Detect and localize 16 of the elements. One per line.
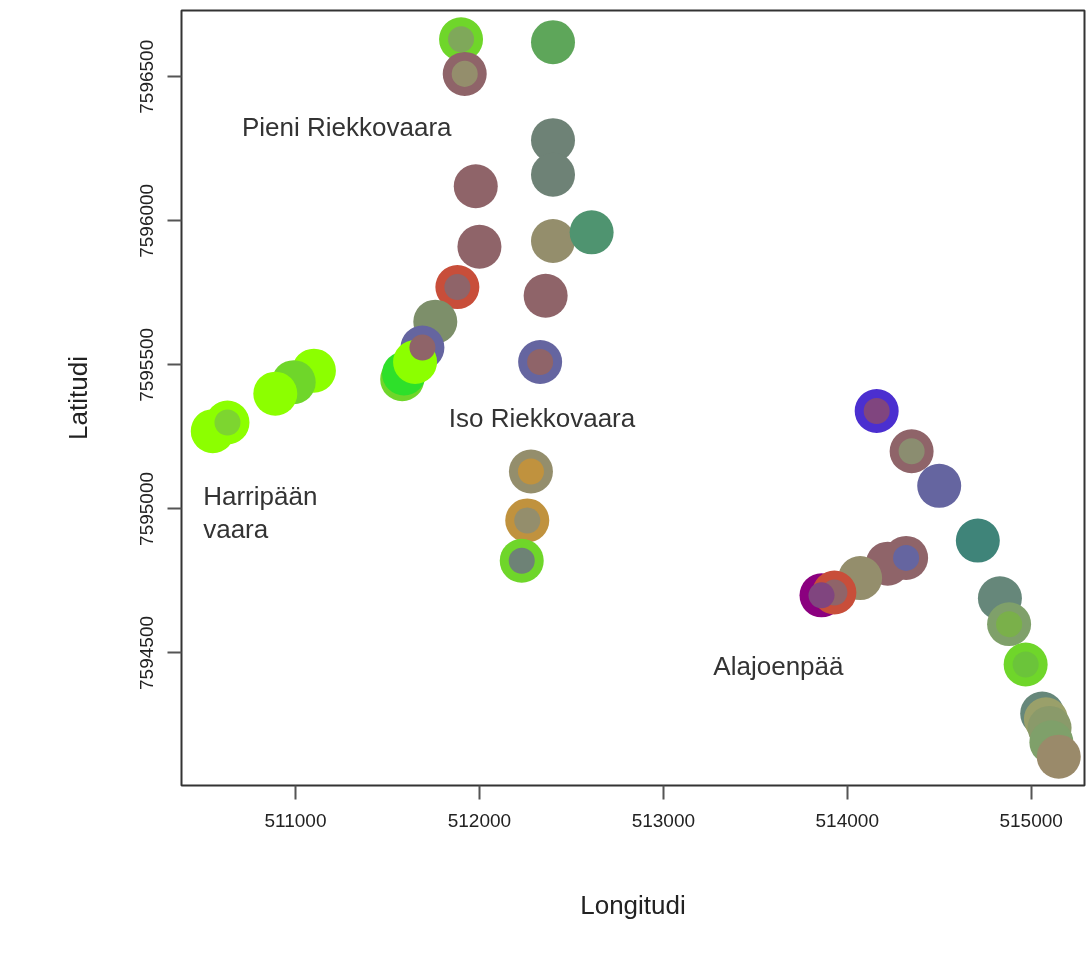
annotation: Harripään vaara [203, 481, 318, 545]
y-axis-title: Latitudi [62, 356, 93, 440]
x-tick-label: 515000 [999, 809, 1063, 831]
x-tick-label: 514000 [815, 809, 879, 831]
x-axis-title: Longitudi [580, 889, 686, 920]
annotation: Pieni Riekkovaara [242, 111, 453, 142]
y-tick-label: 7595000 [136, 471, 158, 546]
annotation: Alajoenpää [713, 651, 845, 682]
y-tick-label: 7596000 [136, 183, 158, 258]
y-tick-label: 7595500 [136, 327, 158, 402]
x-tick-label: 513000 [631, 809, 696, 831]
x-tick-label: 511000 [264, 809, 327, 831]
annotation: Iso Riekkovaara [448, 403, 636, 434]
y-tick-label: 7594500 [136, 615, 158, 690]
y-tick-label: 7596500 [136, 39, 158, 114]
x-tick-label: 512000 [447, 809, 512, 831]
